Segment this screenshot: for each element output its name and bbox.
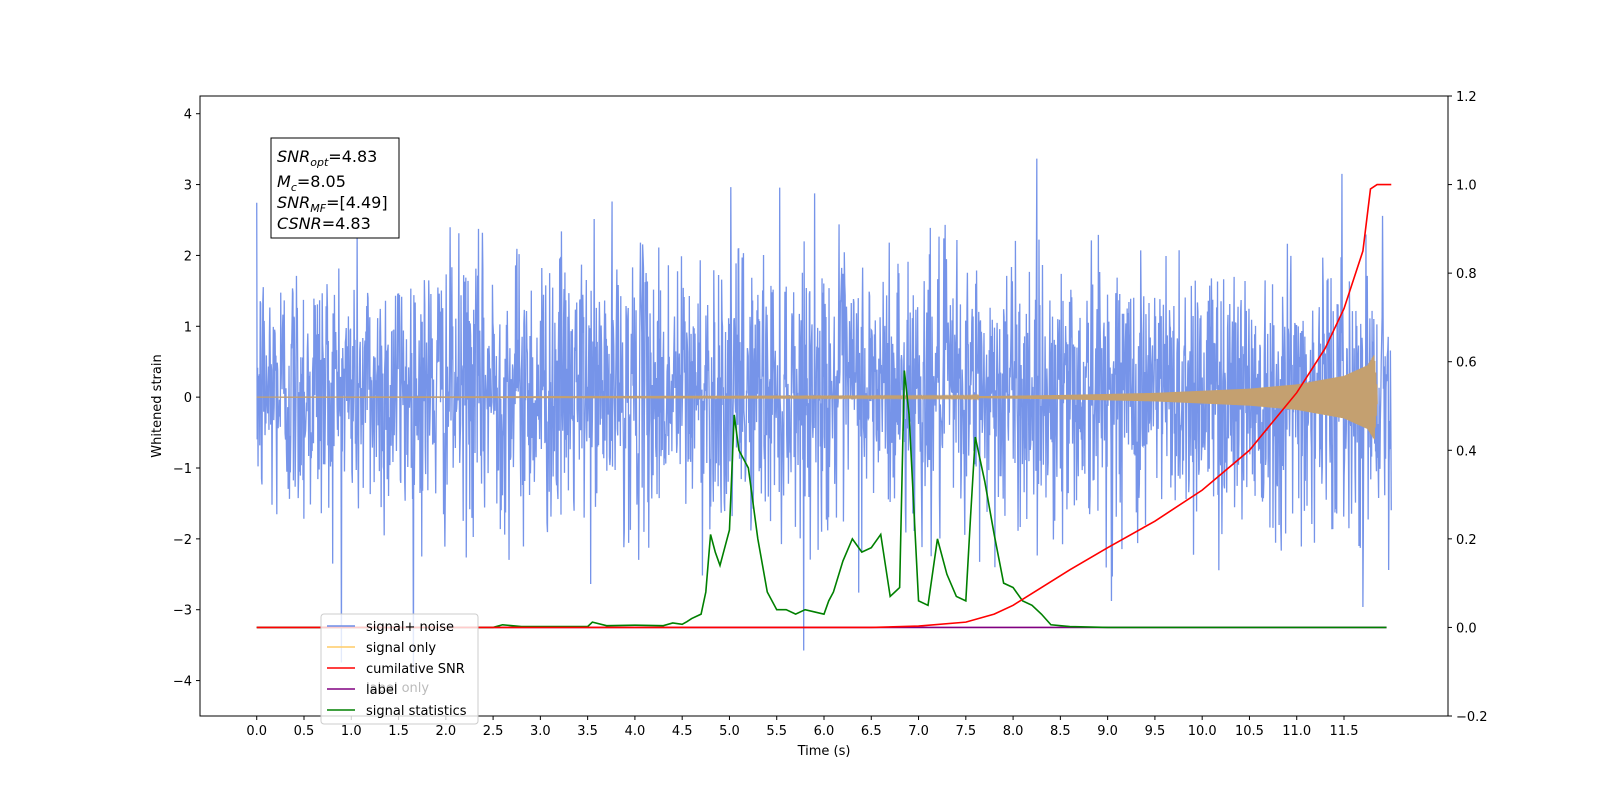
x-tick-label: 3.5 <box>577 724 598 739</box>
annotation-mc: Mc=8.05 <box>277 172 346 194</box>
right-y-tick-label: 0.2 <box>1456 533 1477 548</box>
legend-label-cumulative-snr: cumilative SNR <box>366 662 465 677</box>
x-tick-label: 2.5 <box>483 724 504 739</box>
left-y-tick-label: 4 <box>184 108 192 123</box>
x-tick-label: 5.5 <box>766 724 787 739</box>
right-y-tick-label: 1.2 <box>1456 90 1477 105</box>
left-y-tick-label: 1 <box>184 320 192 335</box>
legend-label-label: label <box>366 683 397 698</box>
annotation-snr-opt: SNRopt=4.83 <box>277 147 377 169</box>
x-tick-label: 4.5 <box>672 724 693 739</box>
legend-label-signal-noise: signal+ noise <box>366 620 454 635</box>
right-y-tick-label: 0.6 <box>1456 356 1477 371</box>
right-axis-ticks: 1.2 1.0 0.8 0.6 0.4 0.2 0.0 −0.2 <box>1448 90 1488 725</box>
right-y-tick-label: 0.4 <box>1456 444 1477 459</box>
x-tick-label: 9.5 <box>1145 724 1166 739</box>
right-y-tick-label: −0.2 <box>1456 710 1488 725</box>
right-y-tick-label: 0.8 <box>1456 267 1477 282</box>
left-y-tick-label: 3 <box>184 179 192 194</box>
x-tick-label: 10.5 <box>1235 724 1264 739</box>
x-tick-label: 8.0 <box>1003 724 1024 739</box>
left-y-tick-label: −2 <box>173 533 192 548</box>
x-tick-label: 0.5 <box>294 724 315 739</box>
legend-label-signal-only: signal only <box>366 641 436 656</box>
left-y-tick-label: 0 <box>184 391 192 406</box>
x-tick-label: 1.5 <box>388 724 409 739</box>
left-axis-ticks: 4 3 2 1 0 −1 −2 −3 −4 <box>173 108 200 690</box>
x-tick-label: 10.0 <box>1188 724 1217 739</box>
series-signal-noise-line <box>256 158 1392 674</box>
y-axis-label: Whitened strain <box>150 354 165 457</box>
x-tick-label: 6.5 <box>861 724 882 739</box>
x-tick-label: 9.0 <box>1097 724 1118 739</box>
x-axis-ticks: 0.0 0.5 1.0 1.5 2.0 2.5 3.0 3.5 4.0 4.5 5.0 5.5 6.0 6… <box>246 716 1358 739</box>
series-signal-statistics-line <box>256 370 1387 629</box>
x-tick-label: 8.5 <box>1050 724 1071 739</box>
x-tick-label: 6.0 <box>814 724 835 739</box>
annotation-frame <box>270 137 400 239</box>
right-y-tick-label: 0.0 <box>1456 621 1477 636</box>
x-tick-label: 2.0 <box>435 724 456 739</box>
annotation-csnr: CSNR=4.83 <box>277 214 371 233</box>
legend: label only signal+ noise signal only cum… <box>320 613 479 725</box>
x-tick-label: 11.5 <box>1330 724 1359 739</box>
x-tick-label: 7.5 <box>955 724 976 739</box>
x-tick-label: 1.0 <box>341 724 362 739</box>
x-tick-label: 3.0 <box>530 724 551 739</box>
x-tick-label: 4.0 <box>625 724 646 739</box>
left-y-tick-label: 2 <box>184 249 192 264</box>
x-axis-label: Time (s) <box>797 744 851 759</box>
series-cumulative-snr-line <box>256 183 1392 629</box>
x-tick-label: 7.0 <box>908 724 929 739</box>
legend-frame <box>320 613 479 725</box>
x-tick-label: 0.0 <box>246 724 267 739</box>
series-signal-only-line <box>256 355 1378 440</box>
x-tick-label: 5.0 <box>719 724 740 739</box>
left-y-tick-label: −3 <box>173 604 192 619</box>
annotation-box: SNRopt=4.83 Mc=8.05 SNRMF=[4.49] CSNR=4.… <box>270 137 400 239</box>
left-y-tick-label: −4 <box>173 675 192 690</box>
legend-label-signal-statistics: signal statistics <box>366 704 467 719</box>
x-tick-label: 11.0 <box>1282 724 1311 739</box>
annotation-snr-mf: SNRMF=[4.49] <box>277 193 388 215</box>
left-y-tick-label: −1 <box>173 462 192 477</box>
right-y-tick-label: 1.0 <box>1456 179 1477 194</box>
legend-hidden-label-text: label only <box>366 681 429 696</box>
